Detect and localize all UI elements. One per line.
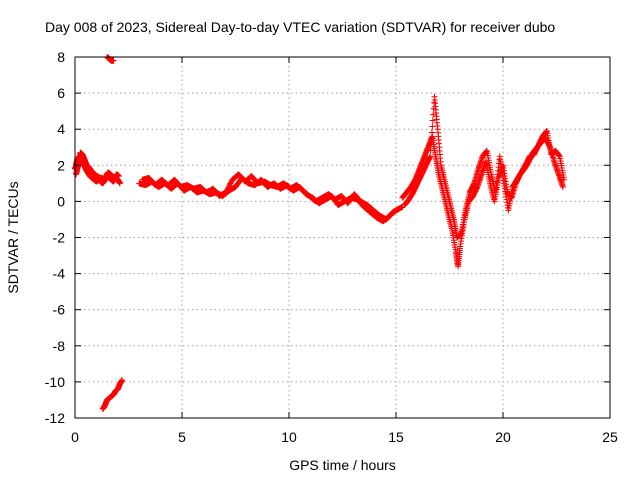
y-tick-label: -12 [45, 410, 65, 426]
y-tick-label: 8 [57, 49, 65, 65]
data-point [115, 173, 122, 180]
data-segment [99, 377, 126, 412]
x-tick-label: 25 [602, 429, 618, 445]
data-point-interp [429, 123, 436, 130]
data-point-interp [224, 186, 231, 193]
data-point-interp [428, 141, 435, 148]
chart-title: Day 008 of 2023, Sidereal Day-to-day VTE… [45, 19, 555, 35]
data-point-interp [223, 188, 230, 195]
x-tick-label: 15 [388, 429, 404, 445]
x-axis-label: GPS time / hours [289, 457, 396, 473]
data-series-sdtvar [72, 54, 567, 412]
data-point-interp [225, 184, 232, 191]
data-point [427, 153, 434, 160]
x-tick-label: 20 [495, 429, 511, 445]
y-tick-label: 4 [57, 121, 65, 137]
data-point-interp [226, 183, 233, 190]
data-point [560, 176, 567, 183]
data-segment [104, 54, 117, 64]
x-tick-label: 5 [178, 429, 186, 445]
data-point [119, 377, 126, 384]
y-tick-label: 0 [57, 193, 65, 209]
y-tick-label: -10 [45, 374, 65, 390]
grid [75, 57, 610, 418]
data-point-interp [428, 129, 435, 136]
x-tick-label: 0 [71, 429, 79, 445]
y-tick-label: -8 [53, 338, 66, 354]
data-point-interp [227, 180, 234, 187]
axis-ticks: 0 5 10 15 20 25 -12 -10 -8 -6 -4 -2 0 2 4 6 8 [45, 49, 618, 445]
data-segment [401, 93, 567, 241]
y-tick-label: -2 [53, 230, 66, 246]
data-point-interp [228, 179, 235, 186]
data-segment [139, 171, 403, 223]
data-point-interp [226, 181, 233, 188]
data-point-interp [428, 135, 435, 142]
x-tick-label: 10 [281, 429, 297, 445]
data-segment [73, 149, 122, 183]
data-point [110, 57, 117, 64]
data-point-interp [427, 147, 434, 154]
data-point [396, 205, 403, 212]
y-axis-label: SDTVAR / TECUs [5, 181, 21, 293]
y-tick-label: -6 [53, 302, 66, 318]
y-tick-label: -4 [53, 266, 66, 282]
data-point-interp [224, 185, 231, 192]
data-point [222, 189, 229, 196]
y-tick-label: 6 [57, 85, 65, 101]
data-point [559, 183, 566, 190]
data-point-interp [429, 117, 436, 124]
y-tick-label: 2 [57, 157, 65, 173]
data-point [116, 180, 123, 187]
data-point-interp [431, 99, 438, 106]
